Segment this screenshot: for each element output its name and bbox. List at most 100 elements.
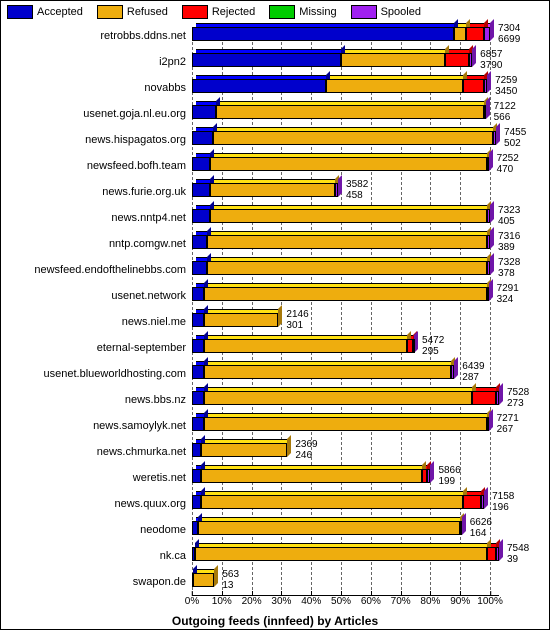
x-tick: 40% xyxy=(301,596,321,607)
feed-row: usenet.blueworldhosting.com6439287 xyxy=(1,361,499,387)
chart-container: AcceptedRefusedRejectedMissingSpooled re… xyxy=(0,0,550,630)
bar-segment-spooled xyxy=(469,53,472,67)
feed-value-accepted: 267 xyxy=(497,424,519,435)
bar-segment-spooled xyxy=(487,417,488,431)
feed-value-accepted: 301 xyxy=(286,320,308,331)
bar-area: 7291324 xyxy=(192,283,499,309)
bar-segment-accepted xyxy=(192,235,207,249)
x-tick: 100% xyxy=(477,596,503,607)
feed-value-accepted: 287 xyxy=(462,372,484,383)
bar-segment-spooled xyxy=(487,235,490,249)
feed-label: eternal-september xyxy=(1,342,192,354)
feed-value-total: 7323 xyxy=(498,205,520,216)
feed-values: 7158196 xyxy=(492,491,514,513)
x-tick: 70% xyxy=(391,596,411,607)
bar-area: 6439287 xyxy=(192,361,499,387)
legend-swatch xyxy=(182,5,208,19)
x-tick: 10% xyxy=(212,596,232,607)
bar-segment-refused xyxy=(201,469,422,483)
legend-item: Refused xyxy=(97,5,168,19)
bar-segment-rejected xyxy=(487,547,496,561)
feed-value-total: 563 xyxy=(222,569,239,580)
bar-segment-refused xyxy=(204,287,487,301)
bar-segment-accepted xyxy=(192,365,204,379)
bar-segment-accepted xyxy=(192,391,204,405)
feed-value-total: 6626 xyxy=(470,517,492,528)
bar-segment-spooled xyxy=(493,131,496,145)
feed-row: retrobbs.ddns.net73046699 xyxy=(1,23,499,49)
bar-area: 754839 xyxy=(192,543,499,569)
bar-segment-refused xyxy=(201,443,287,457)
feed-row: eternal-september 5472295 xyxy=(1,335,499,361)
x-tick: 90% xyxy=(450,596,470,607)
feed-value-accepted: 389 xyxy=(498,242,520,253)
bar-segment-rejected xyxy=(472,391,496,405)
feed-values: 7528273 xyxy=(507,387,529,409)
bar-segment-accepted xyxy=(192,339,204,353)
feed-row: news.nntp4.net7323405 xyxy=(1,205,499,231)
feed-values: 5472295 xyxy=(422,335,444,357)
bar-segment-refused xyxy=(207,235,487,249)
x-tick: 50% xyxy=(331,596,351,607)
bar-segment-refused xyxy=(193,573,214,587)
feed-label: i2pn2 xyxy=(1,56,192,68)
bar-segment-spooled xyxy=(487,287,488,301)
bar-segment-spooled xyxy=(487,157,488,171)
bar-area: 7271267 xyxy=(192,413,499,439)
bar-segment-accepted xyxy=(192,157,210,171)
bar-segment-accepted xyxy=(192,79,326,93)
bar-segment-spooled xyxy=(484,105,485,119)
bar-segment-refused xyxy=(195,547,487,561)
x-tick: 60% xyxy=(361,596,381,607)
bar-area: 7328378 xyxy=(192,257,499,283)
feed-label: news.furie.org.uk xyxy=(1,186,192,198)
bar-segment-refused xyxy=(198,521,460,535)
feed-value-accepted: 324 xyxy=(497,294,519,305)
feed-value-total: 5866 xyxy=(438,465,460,476)
feed-value-total: 5472 xyxy=(422,335,444,346)
feed-label: weretis.net xyxy=(1,472,192,484)
feed-row: novabbs72593450 xyxy=(1,75,499,101)
legend-swatch xyxy=(351,5,377,19)
feed-value-accepted: 502 xyxy=(504,138,526,149)
feed-label: news.chmurka.net xyxy=(1,446,192,458)
bar-segment-accepted xyxy=(192,27,454,41)
bar-segment-spooled xyxy=(460,521,461,535)
bar-segment-rejected xyxy=(463,79,484,93)
legend-label: Spooled xyxy=(381,6,421,18)
bar-segment-refused xyxy=(210,157,487,171)
feed-value-accepted: 458 xyxy=(346,190,368,201)
bar-area: 7158196 xyxy=(192,491,499,517)
legend-item: Missing xyxy=(269,5,336,19)
bar-segment-refused xyxy=(204,391,472,405)
legend-swatch xyxy=(269,5,295,19)
bar-segment-accepted xyxy=(192,261,207,275)
feed-label: newsfeed.bofh.team xyxy=(1,160,192,172)
feed-value-total: 3582 xyxy=(346,179,368,190)
bar-area: 6626164 xyxy=(192,517,499,543)
bar-area: 7122566 xyxy=(192,101,499,127)
feed-value-total: 2369 xyxy=(295,439,317,450)
bar-segment-accepted xyxy=(192,495,201,509)
feed-row: i2pn268573790 xyxy=(1,49,499,75)
feed-row: news.furie.org.uk 3582458 xyxy=(1,179,499,205)
bar-area: 2146301 xyxy=(192,309,499,335)
feed-value-accepted: 3790 xyxy=(480,60,502,71)
bar-segment-accepted xyxy=(192,53,341,67)
feed-values: 7271267 xyxy=(497,413,519,435)
bar-area: 7455502 xyxy=(192,127,499,153)
feed-value-total: 7158 xyxy=(492,491,514,502)
bar-area: 7316389 xyxy=(192,231,499,257)
feed-values: 7291324 xyxy=(497,283,519,305)
feed-value-total: 7328 xyxy=(498,257,520,268)
feed-values: 754839 xyxy=(507,543,529,565)
feed-value-total: 7259 xyxy=(495,75,517,86)
feed-row: news.bbs.nz7528273 xyxy=(1,387,499,413)
feed-value-total: 7304 xyxy=(498,23,520,34)
feed-label: retrobbs.ddns.net xyxy=(1,30,192,42)
feed-values: 6439287 xyxy=(462,361,484,383)
feed-value-accepted: 246 xyxy=(295,450,317,461)
feed-value-accepted: 378 xyxy=(498,268,520,279)
feed-values: 7122566 xyxy=(494,101,516,123)
bar-segment-accepted xyxy=(192,417,204,431)
